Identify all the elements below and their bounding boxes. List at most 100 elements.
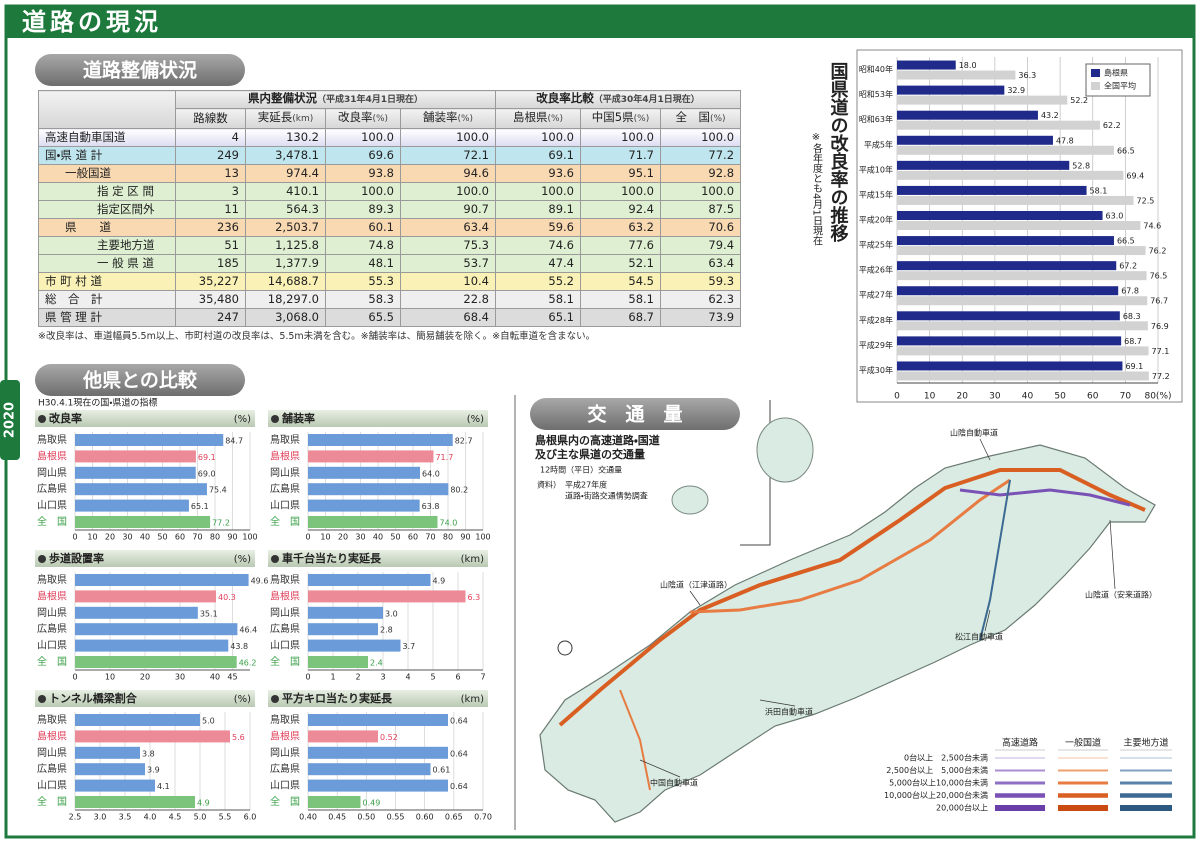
column-unit: (%) bbox=[633, 114, 650, 124]
table-cell: 63.4 bbox=[659, 254, 742, 273]
row-label: 県 管 理 計 bbox=[38, 308, 176, 327]
bar bbox=[897, 271, 1147, 281]
bar bbox=[75, 466, 196, 479]
table-cell: 95.1 bbox=[580, 164, 661, 183]
bar bbox=[897, 85, 1005, 95]
value-label: 76.2 bbox=[1149, 247, 1167, 256]
value-label: 0.64 bbox=[450, 749, 468, 758]
bar bbox=[897, 160, 1070, 170]
bar bbox=[897, 195, 1134, 205]
table-cell: 100.0 bbox=[495, 128, 581, 147]
legend-header: 一般国道 bbox=[1065, 737, 1101, 749]
y-tick-label: 昭和53年 bbox=[859, 89, 893, 99]
table-cell: 58.1 bbox=[495, 290, 581, 309]
bar bbox=[308, 574, 431, 586]
bar bbox=[308, 590, 466, 603]
category-label: 鳥取県 bbox=[37, 713, 67, 726]
value-label: 64.0 bbox=[422, 469, 440, 478]
table-cell: 410.1 bbox=[245, 182, 326, 201]
group-header: 改良率比較（平成30年4月1日現在） bbox=[494, 90, 742, 109]
x-tick-label: 20 bbox=[140, 673, 150, 682]
x-tick-label: 100 bbox=[475, 533, 490, 542]
comparison-subtitle: H30.4.1現在の国・県道の指標 bbox=[38, 397, 157, 409]
column-name: 全 国 bbox=[675, 110, 710, 124]
x-tick-label: 10 bbox=[320, 533, 330, 542]
category-label: 全 国 bbox=[270, 795, 300, 808]
table-cell: 89.3 bbox=[325, 200, 401, 219]
x-tick-label: 50 bbox=[1054, 392, 1066, 402]
road-status-table: 県内整備状況（平成31年4月1日現在） 改良率比較（平成30年4月1日現在） 路線数… bbox=[38, 90, 742, 327]
panel-header bbox=[35, 690, 255, 707]
x-tick-label: 50 bbox=[390, 533, 400, 542]
value-label: 75.4 bbox=[209, 486, 227, 495]
table-cell: 100.0 bbox=[325, 128, 401, 147]
y-tick-label: 平成5年 bbox=[864, 139, 893, 149]
table-cell: 247 bbox=[175, 308, 246, 327]
category-label: 島根県 bbox=[37, 589, 67, 602]
bar bbox=[897, 120, 1100, 130]
leader-line bbox=[984, 609, 991, 632]
category-label: 岡山県 bbox=[37, 747, 67, 759]
row-label: 県 道 bbox=[38, 218, 176, 237]
y-tick-label: 平成30年 bbox=[859, 365, 893, 375]
bar bbox=[308, 763, 431, 776]
category-label: 鳥取県 bbox=[37, 433, 67, 446]
table-cell: 74.8 bbox=[325, 236, 401, 255]
x-tick-label: 0 bbox=[305, 533, 310, 542]
road-label: 山陰道（江津道路） bbox=[660, 580, 732, 590]
legend-header: 主要地方道 bbox=[1123, 737, 1168, 749]
x-tick-label: 1 bbox=[330, 673, 335, 682]
chart-unit: (%) bbox=[467, 414, 484, 425]
column-header: 路線数 bbox=[175, 108, 246, 129]
source-text: 平成27年度 bbox=[565, 480, 607, 490]
table-cell: 63.4 bbox=[400, 218, 496, 237]
table-row: 指定区間外 11 564.3 89.3 90.7 89.1 92.4 87.5 bbox=[38, 200, 742, 219]
header-row: 路線数 実延長(km) 改良率(%) 舗装率(%) 島根県(%) 中国5県(%) 全 国(%… bbox=[39, 108, 742, 129]
category-label: 鳥取県 bbox=[270, 433, 300, 446]
bar bbox=[897, 321, 1148, 331]
road-label: 山陰自動車道 bbox=[950, 428, 998, 438]
x-tick-label: 5 bbox=[430, 673, 435, 682]
bar bbox=[897, 371, 1149, 381]
value-label: 67.8 bbox=[1121, 287, 1139, 296]
value-label: 35.1 bbox=[200, 609, 218, 618]
title-bullet bbox=[38, 415, 46, 423]
y-tick-label: 平成25年 bbox=[859, 240, 893, 250]
value-label: 65.1 bbox=[191, 502, 209, 511]
chart-title: 舗装率 bbox=[281, 411, 315, 425]
table-cell: 59.3 bbox=[659, 272, 742, 291]
table-cell: 65.5 bbox=[325, 308, 401, 327]
table-cell: 93.6 bbox=[495, 164, 581, 183]
table-cell: 10.4 bbox=[400, 272, 496, 291]
table-row: 市 町 村 道 35,227 14,688.7 55.3 10.4 55.2 54.5 59.… bbox=[38, 272, 742, 291]
bar bbox=[75, 746, 140, 759]
x-tick-label: 60 bbox=[1087, 392, 1099, 402]
bar bbox=[75, 656, 237, 668]
x-tick-label: 20 bbox=[338, 533, 348, 542]
category-label: 島根県 bbox=[37, 449, 67, 462]
bar bbox=[897, 236, 1114, 246]
table-footnote: ※改良率は、車道幅員5.5m以上、市町村道の改良率は、5.5m未満を含む。※舗装… bbox=[38, 331, 596, 342]
x-tick-label: 30 bbox=[175, 673, 185, 682]
year-tab bbox=[0, 380, 20, 460]
category-label: 鳥取県 bbox=[270, 713, 300, 726]
y-tick-label: 昭和63年 bbox=[859, 114, 893, 124]
category-label: 岡山県 bbox=[37, 607, 67, 619]
leader-line bbox=[759, 699, 796, 707]
x-tick-label: 20 bbox=[957, 392, 969, 402]
row-label: 一 般 県 道 bbox=[38, 254, 176, 273]
x-tick-label: 90 bbox=[227, 533, 237, 542]
section-title: 道路整備状況 bbox=[83, 59, 197, 82]
x-tick-label: 30 bbox=[989, 392, 1001, 402]
section-pill bbox=[530, 398, 740, 430]
x-tick-label: 30 bbox=[122, 533, 132, 542]
table-cell: 11 bbox=[175, 200, 246, 219]
x-tick-label: 3 bbox=[380, 673, 385, 682]
x-tick-label: 0 bbox=[305, 673, 310, 682]
category-label: 広島県 bbox=[270, 482, 300, 495]
category-label: 全 国 bbox=[37, 515, 67, 528]
legend-row-label: 20,000台以上 bbox=[936, 803, 988, 813]
x-tick-label: 0.40 bbox=[299, 813, 317, 822]
table-cell: 18,297.0 bbox=[245, 290, 326, 309]
x-tick-label: 10 bbox=[105, 673, 115, 682]
